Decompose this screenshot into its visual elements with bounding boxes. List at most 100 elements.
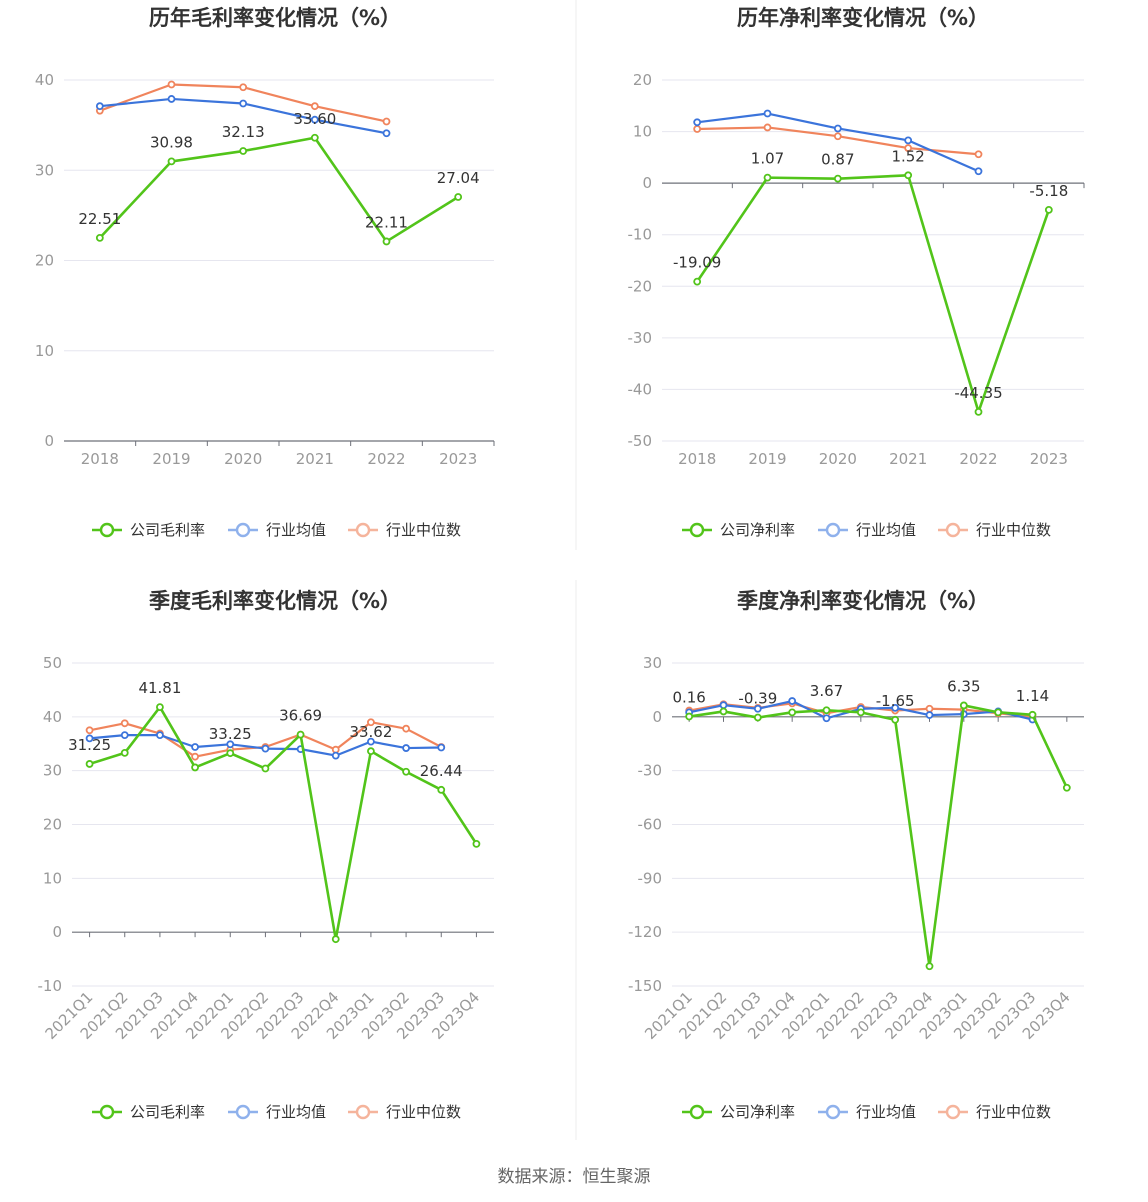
data-label: 32.13	[222, 123, 265, 141]
legend-label: 公司毛利率	[130, 1103, 205, 1121]
data-label: 26.44	[420, 762, 463, 780]
x-tick-label: 2020	[224, 450, 262, 468]
legend-swatch-marker	[689, 1104, 705, 1120]
y-tick-label: 40	[35, 71, 54, 89]
data-label: -1.65	[876, 692, 915, 710]
data-label: 41.81	[138, 679, 181, 697]
x-tick-label: 2019	[748, 450, 786, 468]
data-point-company	[296, 730, 305, 739]
data-label: 36.69	[279, 707, 322, 725]
x-tick-label: 2021	[889, 450, 927, 468]
data-label: 33.60	[293, 110, 336, 128]
data-point-avg	[382, 129, 391, 138]
data-label: 27.04	[437, 169, 480, 187]
data-point-avg	[261, 744, 270, 753]
data-point-median	[925, 704, 934, 713]
data-point-avg	[331, 751, 340, 760]
data-point-company	[856, 708, 865, 717]
data-point-company	[120, 749, 129, 757]
y-tick-label: -30	[638, 762, 663, 780]
data-point-avg	[226, 740, 235, 749]
legend-label: 公司净利率	[720, 521, 795, 539]
data-point-company	[437, 785, 446, 794]
data-point-company	[85, 760, 94, 768]
x-tick-label: 2020	[819, 450, 857, 468]
data-label: 6.35	[947, 677, 980, 695]
legend-label: 行业均值	[266, 1103, 326, 1121]
data-point-avg	[167, 95, 176, 103]
legend-label: 行业均值	[856, 1103, 916, 1121]
legend-swatch-marker	[825, 522, 841, 538]
y-tick-label: -60	[638, 816, 663, 834]
legend-swatch-marker	[825, 1104, 841, 1120]
data-point-avg	[191, 743, 199, 751]
y-tick-label: -10	[628, 226, 653, 244]
legend-label: 公司毛利率	[130, 521, 205, 539]
series-line-company	[696, 174, 1051, 414]
y-tick-label: -120	[628, 923, 662, 941]
legend-swatch-marker	[235, 522, 251, 538]
y-tick-label: 30	[43, 762, 62, 780]
data-label: -19.09	[673, 254, 721, 272]
x-tick-label: 2018	[81, 450, 119, 468]
legend-label: 公司净利率	[720, 1103, 795, 1121]
y-tick-label: 20	[43, 816, 62, 834]
data-point-company	[904, 171, 913, 180]
legend-label: 行业中位数	[976, 521, 1051, 539]
x-tick-label: 2018	[678, 450, 716, 468]
y-tick-label: -90	[638, 869, 663, 887]
data-point-company	[239, 147, 248, 155]
data-label: 22.11	[365, 213, 408, 231]
y-tick-label: 0	[52, 923, 62, 941]
y-tick-label: 10	[43, 869, 62, 887]
data-point-company	[719, 707, 728, 716]
legend-label: 行业均值	[266, 521, 326, 539]
data-label: 33.62	[349, 723, 392, 741]
legend-label: 行业中位数	[976, 1103, 1051, 1121]
data-point-company	[891, 715, 900, 724]
data-point-median	[693, 125, 702, 133]
y-tick-label: 0	[642, 174, 652, 192]
legend-swatch-marker	[945, 522, 961, 538]
legend-swatch-marker	[355, 1104, 371, 1120]
data-label: 22.51	[78, 210, 121, 228]
legend-swatch-marker	[945, 1104, 961, 1120]
data-label: 30.98	[150, 133, 193, 151]
data-point-company	[959, 701, 968, 710]
x-tick-label: 2022	[959, 450, 997, 468]
y-tick-label: 20	[633, 71, 652, 89]
data-point-company	[472, 839, 481, 848]
chart-panel-4: 季度净利率变化情况（%）-150-120-90-60-300302021Q120…	[628, 589, 1084, 1121]
data-point-median	[310, 102, 319, 111]
data-point-avg	[788, 697, 797, 705]
y-tick-label: 50	[43, 654, 62, 672]
chart-panel-2: 历年净利率变化情况（%） -50 -40 -30 -20 -10 0 10 20 2018 2019…	[628, 6, 1085, 539]
data-point-avg	[693, 118, 702, 127]
y-tick-label: 10	[35, 342, 54, 360]
data-point-company	[974, 407, 983, 416]
legend-label: 行业中位数	[386, 1103, 461, 1121]
data-point-company	[925, 962, 934, 971]
y-tick-label: 20	[35, 252, 54, 270]
data-point-avg	[753, 704, 762, 713]
data-point-avg	[85, 734, 94, 743]
y-tick-label: 40	[43, 708, 62, 726]
legend-label: 行业中位数	[386, 521, 461, 539]
data-label: 33.25	[209, 725, 252, 743]
y-tick-label: -10	[38, 977, 63, 995]
data-label: 1.14	[1016, 687, 1049, 705]
y-tick-label: 0	[44, 432, 54, 450]
data-point-company	[822, 706, 831, 715]
data-point-company	[1044, 205, 1053, 214]
data-label: 0.16	[672, 689, 705, 707]
x-tick-label: 2023	[439, 450, 477, 468]
y-tick-label: -50	[628, 432, 653, 450]
legend-swatch-marker	[689, 522, 705, 538]
x-tick-label: 2022	[367, 450, 405, 468]
data-label: -44.35	[954, 384, 1002, 402]
legend-swatch-marker	[99, 1104, 115, 1120]
data-point-company	[994, 708, 1003, 717]
data-point-median	[191, 752, 199, 761]
data-point-median	[239, 83, 248, 92]
